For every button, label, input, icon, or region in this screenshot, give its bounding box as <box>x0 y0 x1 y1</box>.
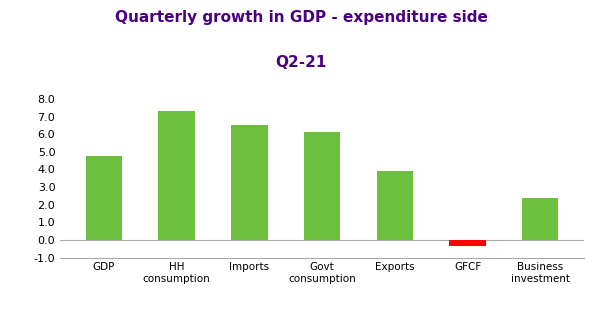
Bar <box>85 156 122 240</box>
Text: Q2-21: Q2-21 <box>275 55 327 70</box>
Text: Quarterly growth in GDP - expenditure side: Quarterly growth in GDP - expenditure si… <box>114 10 488 25</box>
Bar <box>377 171 413 240</box>
Bar <box>522 198 559 240</box>
Bar <box>158 111 195 240</box>
Bar <box>231 125 267 240</box>
Bar <box>304 132 340 240</box>
Bar <box>449 240 486 246</box>
